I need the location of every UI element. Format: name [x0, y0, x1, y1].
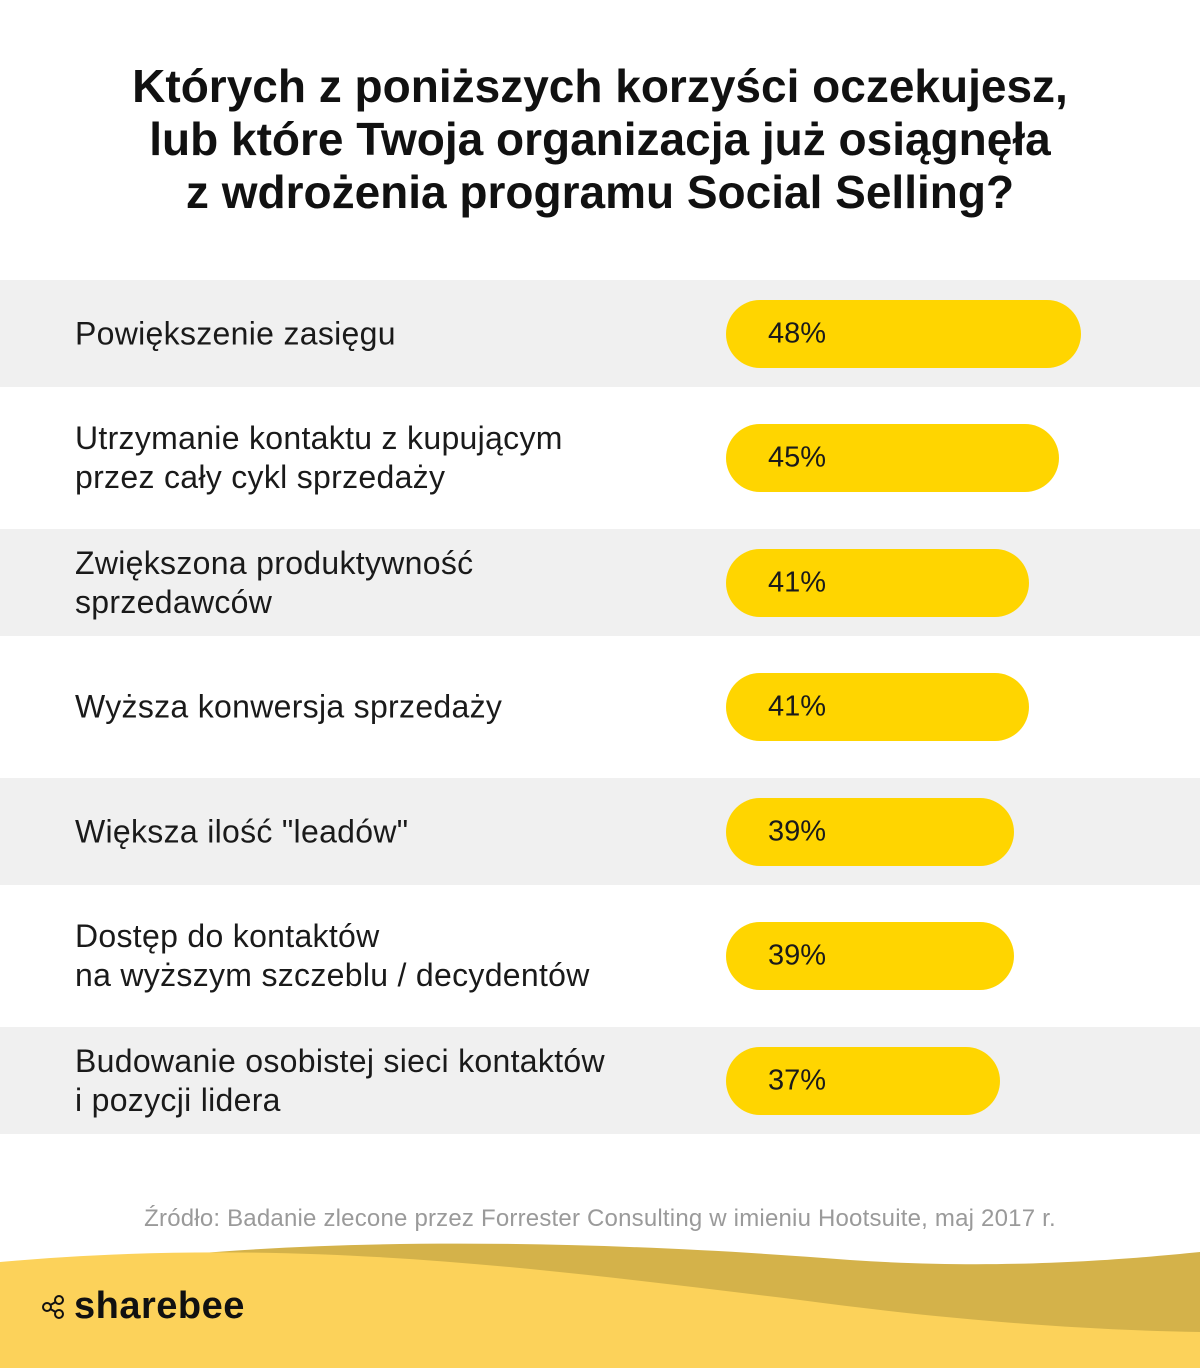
- chart-row: Powiększenie zasięgu 48%: [0, 280, 1200, 387]
- bar: 41%: [726, 548, 1029, 617]
- title-line-2: lub które Twoja organizacja już osiągnęł…: [149, 113, 1051, 165]
- category-label: Powiększenie zasięgu: [75, 315, 396, 351]
- category-label: Większa ilość "leadów": [75, 813, 409, 849]
- chart-row: Budowanie osobistej sieci kontaktów i po…: [0, 1027, 1200, 1134]
- category-label: Wyższa konwersja sprzedaży: [75, 688, 503, 725]
- bar: 39%: [726, 922, 1014, 990]
- bar-value-label: 41%: [768, 690, 827, 723]
- bar: 45%: [726, 424, 1059, 492]
- brand-name: sharebee: [74, 1285, 245, 1327]
- source-note: Źródło: Badanie zlecone przez Forrester …: [144, 1205, 1056, 1232]
- chart-row: Zwiększona produktywność sprzedawców 41%: [0, 529, 1200, 636]
- chart-row: Większa ilość "leadów" 39%: [0, 778, 1200, 885]
- chart-row: Wyższa konwersja sprzedaży 41%: [0, 636, 1200, 778]
- bar-value-label: 41%: [768, 566, 827, 598]
- category-label: Zwiększona produktywność sprzedawców: [75, 544, 474, 620]
- bar: 39%: [726, 797, 1014, 866]
- bar: 41%: [726, 673, 1029, 741]
- bar-value-label: 39%: [768, 939, 827, 972]
- category-label: Dostęp do kontaktów na wyższym szczeblu …: [75, 918, 590, 993]
- bar-value-label: 37%: [768, 1064, 827, 1096]
- bar-chart: Powiększenie zasięgu 48% Utrzymanie kontak…: [0, 280, 1200, 1134]
- page-title: Których z poniższych korzyści oczekujesz…: [0, 60, 1200, 219]
- title-line-3: z wdrożenia programu Social Selling?: [185, 166, 1015, 218]
- category-label: Utrzymanie kontaktu z kupującym przez ca…: [75, 420, 563, 495]
- wave-light: [0, 1252, 1200, 1368]
- bar: 48%: [726, 299, 1081, 368]
- chart-row: Utrzymanie kontaktu z kupującym przez ca…: [0, 387, 1200, 529]
- chart-row: Dostęp do kontaktów na wyższym szczeblu …: [0, 885, 1200, 1027]
- bar-value-label: 39%: [768, 815, 827, 847]
- title-line-1: Których z poniższych korzyści oczekujesz…: [132, 60, 1068, 112]
- share-nodes-icon: [42, 1294, 64, 1319]
- footer-wave: [0, 1243, 1200, 1368]
- bar-value-label: 45%: [768, 441, 827, 474]
- category-label: Budowanie osobistej sieci kontaktów i po…: [75, 1042, 605, 1118]
- bar-value-label: 48%: [768, 317, 827, 349]
- bar: 37%: [726, 1046, 1000, 1115]
- brand-logo: sharebee: [40, 1285, 245, 1328]
